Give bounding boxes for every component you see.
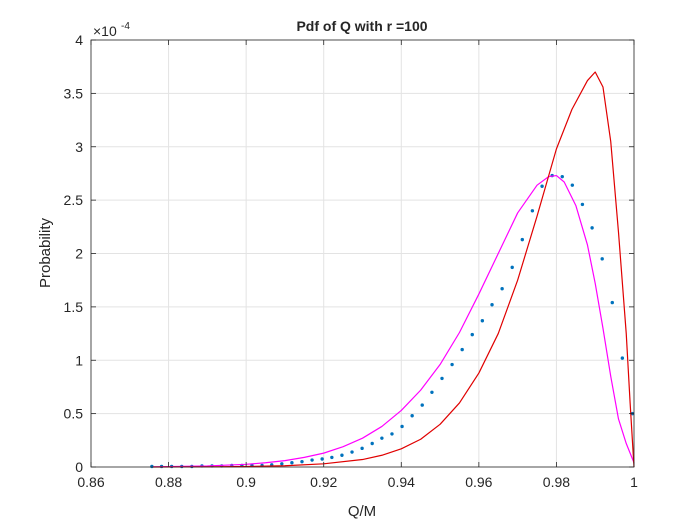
- y-tick-label: 3: [75, 139, 83, 155]
- data-point: [490, 303, 494, 307]
- data-point: [440, 376, 444, 381]
- data-point: [420, 403, 424, 407]
- x-tick-label: 0.94: [388, 474, 415, 490]
- x-tick-label: 0.98: [543, 474, 570, 490]
- y-tick-label: 4: [75, 32, 83, 48]
- y-tick-label: 1.5: [64, 299, 84, 315]
- y-axis-label: Probability: [37, 217, 54, 288]
- data-point: [620, 356, 625, 360]
- data-point: [430, 390, 434, 394]
- y-exponent-power: -4: [121, 21, 130, 32]
- data-point: [390, 432, 394, 436]
- data-point: [450, 362, 454, 367]
- data-point: [610, 300, 614, 305]
- data-point: [280, 462, 284, 466]
- y-tick-label: 0.5: [64, 406, 84, 422]
- data-point: [330, 455, 334, 460]
- y-tick-label: 1: [75, 352, 83, 368]
- y-tick-label: 3.5: [64, 85, 84, 101]
- data-point: [580, 202, 585, 207]
- x-tick-label: 0.92: [310, 474, 337, 490]
- data-point: [310, 458, 314, 462]
- data-point: [470, 332, 474, 337]
- y-tick-label: 2: [75, 246, 83, 262]
- data-point: [590, 226, 594, 230]
- data-point: [370, 441, 374, 446]
- data-point: [510, 265, 514, 270]
- data-point: [520, 237, 524, 242]
- x-tick-label: 0.86: [77, 474, 104, 490]
- data-point: [320, 457, 324, 461]
- data-point: [300, 459, 304, 464]
- data-point: [600, 257, 604, 261]
- data-point: [500, 287, 504, 291]
- x-tick-label: 0.9: [236, 474, 256, 490]
- data-point: [340, 453, 344, 457]
- ticks: 0.86 0.88 0.9 0.92 0.94 0.96 0.98 1 0 0.5 1 1.5 2 2.5…: [64, 32, 639, 490]
- y-tick-label: 0: [75, 459, 83, 475]
- x-tick-label: 0.88: [155, 474, 182, 490]
- chart-title: Pdf of Q with r =100: [296, 18, 427, 34]
- data-point: [380, 436, 384, 440]
- y-tick-label: 2.5: [64, 192, 84, 208]
- y-exponent-base: ×10: [93, 23, 117, 39]
- data-point: [560, 174, 564, 179]
- data-point: [540, 184, 544, 188]
- series-line-1: [153, 174, 635, 468]
- data-point: [350, 450, 354, 454]
- data-point: [480, 319, 485, 323]
- data-point: [460, 347, 464, 352]
- data-point: [360, 446, 364, 451]
- data-point: [290, 461, 294, 465]
- x-tick-label: 1: [630, 474, 638, 490]
- data-point: [570, 183, 575, 187]
- x-axis-label: Q/M: [348, 503, 376, 520]
- x-tick-label: 0.96: [465, 474, 492, 490]
- data-point: [530, 209, 535, 213]
- data-point: [410, 414, 414, 418]
- data-point: [400, 424, 404, 429]
